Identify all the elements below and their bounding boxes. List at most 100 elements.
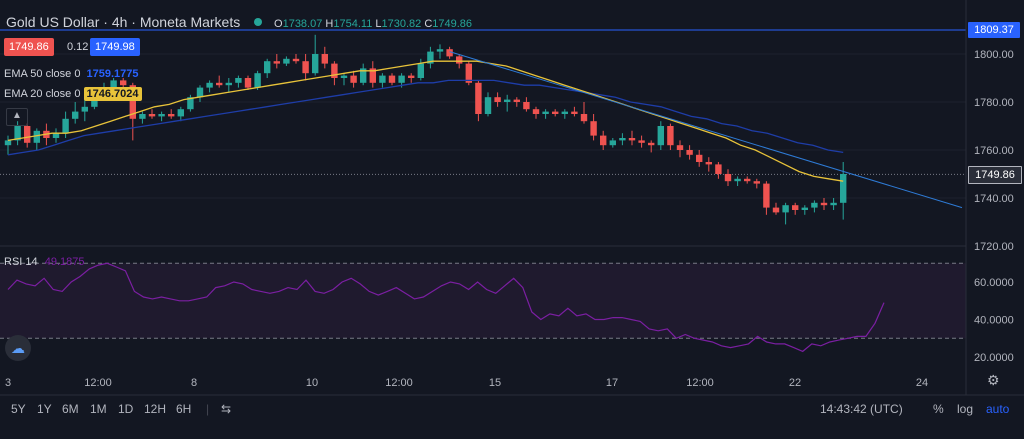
- ema50-legend[interactable]: EMA 50 close 0 1759.1775: [4, 68, 142, 80]
- interval-label[interactable]: 4h: [111, 14, 128, 30]
- candle-body: [187, 97, 194, 110]
- candle-body: [580, 114, 588, 122]
- candle-body: [561, 111, 568, 114]
- time-tick-label: 15: [489, 377, 501, 389]
- timeframe-1m[interactable]: 1M: [90, 402, 107, 416]
- candle-body: [244, 78, 252, 88]
- gear-icon[interactable]: ⚙: [987, 372, 1000, 388]
- rsi-pane: [0, 262, 966, 353]
- log-toggle[interactable]: log: [957, 402, 974, 416]
- candle-body: [14, 126, 21, 141]
- price-tick-label: 1780.00: [974, 97, 1014, 109]
- candle-body: [648, 142, 655, 146]
- ema-lines: [7, 60, 844, 182]
- candle-body: [62, 118, 69, 134]
- candle-body: [523, 102, 530, 110]
- candle-body: [696, 154, 703, 162]
- candle-body: [254, 73, 261, 88]
- candle-body: [388, 75, 396, 83]
- price-tick-label: 1740.00: [974, 193, 1014, 205]
- candle-body: [504, 99, 511, 102]
- candle-body: [628, 138, 636, 141]
- ema50-line: [7, 79, 844, 156]
- candle-body: [24, 126, 31, 143]
- price-tick-label: 1800.00: [974, 49, 1014, 61]
- timeframe-1y[interactable]: 1Y: [37, 402, 52, 416]
- percent-toggle[interactable]: %: [933, 402, 944, 416]
- candle-body: [542, 111, 549, 114]
- trendline[interactable]: [449, 51, 963, 209]
- candle-body: [168, 114, 175, 117]
- time-axis[interactable]: 3 12:00 8 10 12:00 15 17 12:00 22 24: [5, 377, 928, 389]
- candle-body: [379, 75, 386, 83]
- ohlc-close: 1749.86: [432, 18, 473, 30]
- divider-bar: |: [206, 402, 210, 416]
- cloud-logo-icon[interactable]: ☁: [5, 335, 31, 361]
- candlestick-series: [4, 34, 847, 225]
- candle-body: [705, 162, 712, 165]
- candle-body: [196, 87, 204, 98]
- timeframe-1d[interactable]: 1D: [118, 402, 134, 416]
- timeframe-6h[interactable]: 6H: [176, 402, 192, 416]
- candle-body: [792, 205, 799, 210]
- sell-button[interactable]: 1749.86: [4, 38, 54, 56]
- candle-body: [772, 207, 780, 213]
- time-tick-label: 8: [191, 377, 197, 389]
- candle-body: [110, 80, 117, 88]
- candle-body: [532, 109, 540, 114]
- auto-toggle[interactable]: auto: [986, 402, 1010, 416]
- candle-body: [72, 111, 79, 119]
- ema20-value: 1746.7024: [83, 87, 142, 101]
- rsi-tick-label: 20.0000: [974, 352, 1014, 364]
- candle-body: [811, 202, 818, 208]
- candle-body: [417, 63, 424, 78]
- candle-body: [264, 61, 271, 74]
- rsi-legend[interactable]: RSI 14 49.1875: [4, 256, 85, 268]
- candle-body: [292, 58, 300, 62]
- candle-body: [657, 126, 664, 146]
- last-price-tag: 1749.86: [968, 166, 1022, 184]
- candle-body: [360, 68, 367, 83]
- rsi-tick-label: 60.0000: [974, 277, 1014, 289]
- price-grid: [0, 53, 966, 247]
- candle-body: [350, 75, 357, 83]
- candle-body: [513, 99, 520, 102]
- price-tick-label: 1720.00: [974, 241, 1014, 253]
- candle-body: [552, 111, 559, 114]
- candle-body: [52, 133, 60, 138]
- rsi-tick-label: 40.0000: [974, 315, 1014, 327]
- candle-body: [81, 106, 88, 112]
- ohlc-readout: O1738.07 H1754.11 L1730.82 C1749.86: [274, 18, 473, 30]
- candle-body: [216, 82, 223, 86]
- candle-body: [225, 82, 232, 86]
- time-tick-label: 12:00: [686, 377, 714, 389]
- ema20-legend[interactable]: EMA 20 close 0 1746.7024: [4, 87, 142, 101]
- candle-body: [398, 75, 405, 83]
- price-axis[interactable]: 1720.00 1740.00 1760.00 1780.00 1800.00 20.00…: [974, 49, 1014, 364]
- chevron-up-icon[interactable]: ▲: [6, 108, 28, 126]
- time-tick-label: 22: [789, 377, 801, 389]
- date-range-icon[interactable]: ⇆: [221, 402, 232, 416]
- time-tick-label: 12:00: [84, 377, 112, 389]
- ema20-line: [7, 60, 844, 182]
- candle-body: [724, 174, 732, 182]
- ema50-value: 1759.1775: [86, 68, 139, 80]
- time-tick-label: 17: [606, 377, 618, 389]
- candle-body: [715, 164, 722, 174]
- candle-body: [638, 140, 645, 143]
- clock-time[interactable]: 14:43:42 (UTC): [820, 402, 903, 416]
- timeframe-12h[interactable]: 12H: [144, 402, 167, 416]
- symbol-name[interactable]: Gold US Dollar: [6, 14, 100, 30]
- timeframe-5y[interactable]: 5Y: [11, 402, 26, 416]
- time-tick-label: 24: [916, 377, 928, 389]
- timeframe-6m[interactable]: 6M: [62, 402, 79, 416]
- candle-body: [600, 135, 607, 146]
- time-tick-label: 12:00: [385, 377, 413, 389]
- candle-body: [475, 82, 482, 114]
- top-line-price-tag: 1809.37: [968, 22, 1020, 38]
- broker-name: Moneta Markets: [139, 14, 241, 30]
- buy-button[interactable]: 1749.98: [90, 38, 140, 56]
- candle-body: [676, 145, 684, 150]
- candle-body: [4, 140, 12, 146]
